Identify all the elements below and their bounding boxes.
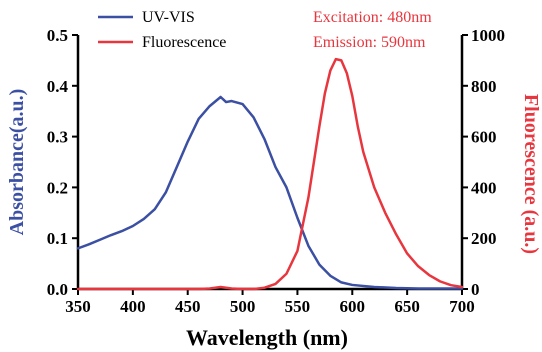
right-tick-label: 200 [471, 229, 497, 248]
right-axis-ticks: 0 200 400 600 800 1000 [462, 26, 505, 299]
x-tick-label: 350 [65, 297, 91, 316]
x-axis-ticks: 350 400 450 500 550 600 650 700 [65, 289, 475, 316]
annotation-emission: Emission: 590nm [313, 34, 426, 51]
left-tick-label: 0.2 [47, 178, 68, 197]
left-tick-label: 0.3 [47, 128, 68, 147]
right-tick-label: 400 [471, 178, 497, 197]
series-line-uv-vis [76, 95, 464, 290]
legend-label-uv-vis: UV-VIS [142, 9, 195, 26]
annotation-excitation: Excitation: 480nm [313, 9, 432, 26]
left-tick-label: 0.4 [47, 77, 69, 96]
x-tick-label: 450 [175, 297, 201, 316]
x-tick-label: 600 [340, 297, 366, 316]
left-tick-label: 0.1 [47, 229, 68, 248]
x-tick-label: 700 [449, 297, 475, 316]
left-tick-label: 0.5 [47, 26, 68, 45]
left-tick-label: 0.0 [47, 280, 68, 299]
left-axis-ticks: 0.0 0.1 0.2 0.3 0.4 0.5 [47, 26, 78, 299]
x-tick-label: 500 [230, 297, 256, 316]
right-tick-label: 1000 [471, 26, 505, 45]
x-axis-title: Wavelength (nm) [186, 325, 348, 350]
legend: UV-VIS Fluorescence [98, 9, 226, 51]
right-tick-label: 800 [471, 77, 497, 96]
legend-label-fluorescence: Fluorescence [142, 34, 226, 51]
x-tick-label: 650 [394, 297, 420, 316]
series-line-fluorescence [76, 57, 464, 291]
series-layer [76, 57, 464, 291]
right-tick-label: 600 [471, 128, 497, 147]
y-axis-title-right: Fluorescence (a.u.) [520, 94, 542, 254]
right-tick-label: 0 [471, 280, 480, 299]
y-axis-title-left: Absorbance(a.u.) [6, 89, 28, 236]
x-tick-label: 400 [120, 297, 146, 316]
x-tick-label: 550 [285, 297, 311, 316]
